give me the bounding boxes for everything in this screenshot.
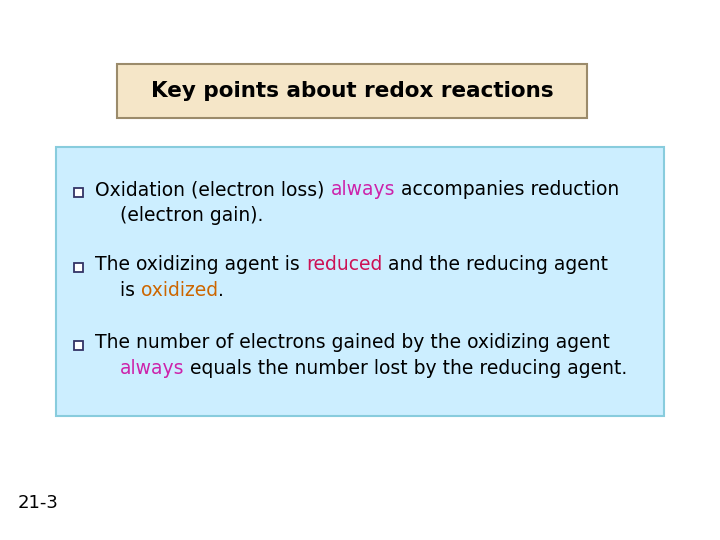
FancyBboxPatch shape — [117, 64, 587, 118]
FancyBboxPatch shape — [73, 187, 83, 197]
Text: is: is — [120, 281, 141, 300]
FancyBboxPatch shape — [56, 147, 664, 416]
Text: always: always — [120, 359, 184, 378]
Text: (electron gain).: (electron gain). — [120, 206, 264, 225]
Text: oxidized: oxidized — [141, 281, 218, 300]
Text: reduced: reduced — [306, 255, 382, 274]
Text: The number of electrons gained by the oxidizing agent: The number of electrons gained by the ox… — [95, 333, 610, 352]
FancyBboxPatch shape — [73, 341, 83, 349]
Text: .: . — [218, 281, 224, 300]
Text: and the reducing agent: and the reducing agent — [382, 255, 608, 274]
Text: always: always — [330, 180, 395, 199]
Text: equals the number lost by the reducing agent.: equals the number lost by the reducing a… — [184, 359, 628, 378]
FancyBboxPatch shape — [73, 262, 83, 272]
Text: Key points about redox reactions: Key points about redox reactions — [150, 81, 553, 101]
Text: 21-3: 21-3 — [18, 494, 59, 512]
Text: The oxidizing agent is: The oxidizing agent is — [95, 255, 306, 274]
Text: accompanies reduction: accompanies reduction — [395, 180, 619, 199]
Text: Oxidation (electron loss): Oxidation (electron loss) — [95, 180, 330, 199]
